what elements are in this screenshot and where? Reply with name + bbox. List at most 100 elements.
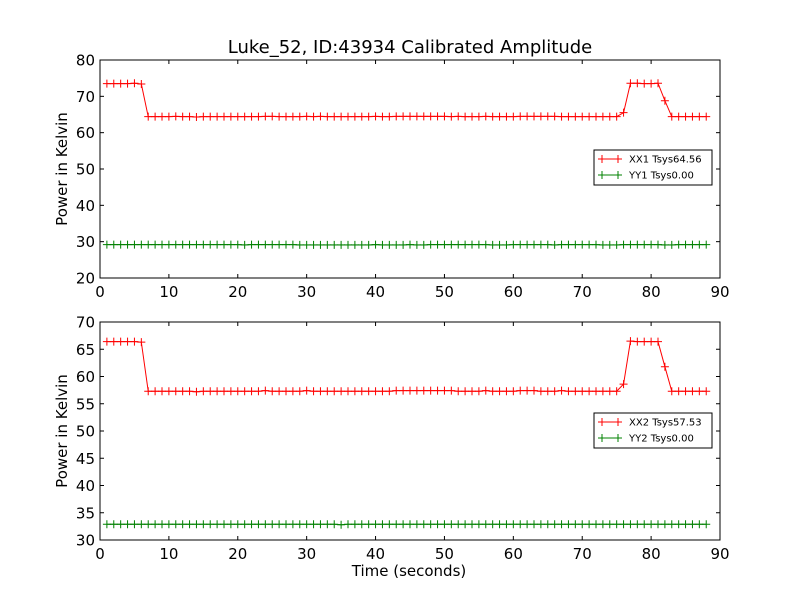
data-point	[488, 520, 497, 529]
data-point	[585, 387, 594, 396]
data-point	[702, 387, 711, 396]
data-point	[468, 240, 476, 249]
data-point	[116, 79, 125, 88]
data-point	[468, 112, 476, 121]
y-tick-label: 30	[76, 532, 95, 550]
data-point	[502, 387, 511, 396]
data-point	[378, 520, 387, 529]
data-point	[192, 240, 201, 249]
data-point	[330, 387, 339, 396]
data-point	[495, 387, 504, 396]
data-point	[633, 520, 642, 529]
data-point	[254, 112, 263, 121]
data-point	[302, 112, 311, 121]
y-tick-label: 65	[76, 341, 95, 359]
data-point	[233, 520, 242, 529]
data-point	[412, 386, 421, 395]
data-point	[426, 240, 435, 249]
y-tick-label: 80	[76, 52, 95, 70]
legend-marker	[614, 155, 622, 163]
data-point	[144, 387, 153, 396]
data-point	[399, 240, 408, 249]
data-point	[323, 387, 332, 396]
x-tick-label: 0	[95, 545, 105, 563]
data-point	[220, 240, 228, 249]
x-tick-label: 60	[504, 545, 523, 563]
data-point	[192, 520, 201, 529]
data-point	[399, 386, 408, 395]
legend-label: YY2 Tsys0.00	[628, 434, 694, 445]
legend-marker	[614, 434, 622, 442]
data-point	[654, 79, 662, 88]
data-point	[371, 520, 380, 529]
data-point	[254, 387, 263, 396]
data-point	[502, 112, 511, 121]
data-point	[130, 337, 139, 346]
data-point	[626, 240, 635, 249]
data-point	[502, 240, 511, 249]
data-point	[316, 112, 325, 121]
data-point	[316, 240, 325, 249]
data-point	[123, 337, 132, 346]
y-tick-label: 60	[76, 368, 95, 386]
data-point	[461, 520, 470, 529]
data-point	[240, 112, 249, 121]
data-point	[598, 387, 607, 396]
x-tick-label: 80	[642, 283, 661, 301]
data-point	[557, 112, 566, 121]
data-point	[516, 240, 525, 249]
data-point	[206, 387, 215, 396]
data-point	[550, 520, 559, 529]
data-point	[660, 240, 669, 249]
data-point	[667, 387, 676, 396]
data-point	[619, 380, 628, 389]
data-point	[357, 112, 366, 121]
data-point	[516, 520, 525, 529]
x-tick-label: 50	[435, 283, 454, 301]
data-point	[495, 240, 504, 249]
legend-marker	[598, 418, 606, 426]
data-point	[371, 240, 380, 249]
data-point	[137, 520, 146, 529]
data-point	[116, 520, 125, 529]
y-tick-label: 20	[76, 270, 95, 288]
data-point	[199, 520, 208, 529]
data-point	[344, 240, 352, 249]
data-point	[171, 240, 180, 249]
data-point	[399, 112, 408, 121]
data-point	[109, 337, 118, 346]
data-point	[461, 387, 470, 396]
data-point	[543, 112, 552, 121]
data-point	[233, 112, 242, 121]
data-point	[268, 520, 277, 529]
data-point	[185, 520, 194, 529]
data-point	[385, 520, 394, 529]
data-point	[102, 240, 111, 249]
y-tick-label: 50	[76, 161, 95, 179]
data-point	[233, 387, 242, 396]
data-point	[481, 240, 490, 249]
data-point	[282, 112, 290, 121]
data-point	[282, 520, 290, 529]
x-axis-label: Time (seconds)	[351, 562, 467, 580]
data-point	[309, 520, 318, 529]
data-point	[557, 386, 566, 395]
x-tick-label: 30	[297, 283, 316, 301]
data-point	[571, 112, 580, 121]
data-point	[654, 337, 662, 346]
data-point	[151, 240, 160, 249]
data-point	[309, 240, 318, 249]
data-point	[240, 387, 249, 396]
data-point	[695, 112, 704, 121]
data-point	[647, 79, 656, 88]
data-point	[550, 387, 559, 396]
data-point	[530, 520, 538, 529]
data-point	[295, 240, 304, 249]
data-point	[440, 240, 449, 249]
data-point	[137, 338, 146, 347]
data-point	[178, 240, 187, 249]
data-point	[440, 112, 449, 121]
data-point	[667, 520, 676, 529]
data-point	[447, 386, 456, 395]
